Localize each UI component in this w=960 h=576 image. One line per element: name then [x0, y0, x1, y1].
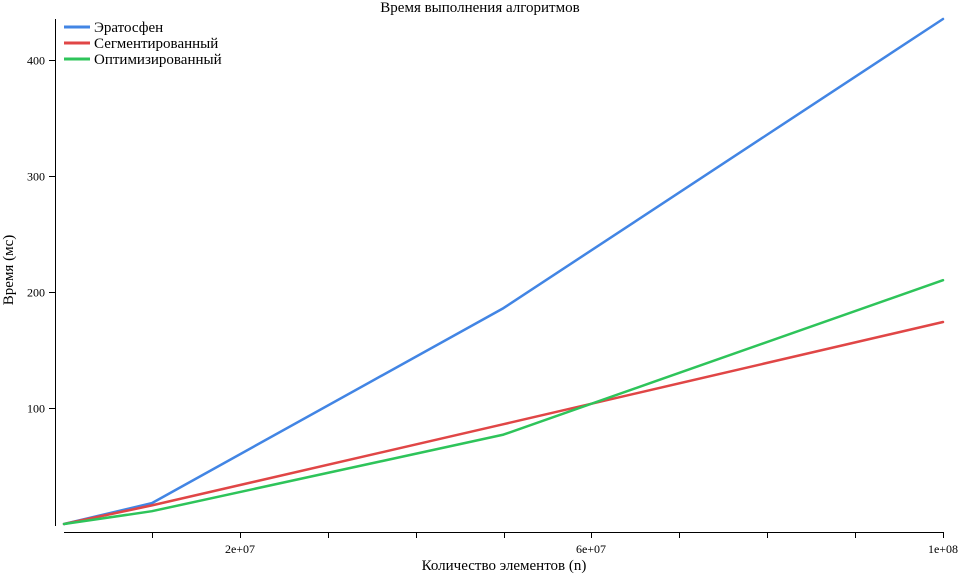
series-line-2	[62, 320, 945, 526]
legend: ЭратосфенСегментированныйОптимизированны…	[64, 20, 222, 68]
y-axis-label: Время (мс)	[1, 235, 17, 305]
legend-label: Эратосфен	[94, 20, 163, 36]
legend-label: Сегментированный	[94, 36, 218, 52]
y-ticks: 100 200 300 400	[27, 54, 56, 416]
axes	[55, 19, 944, 533]
y-tick-label: 200	[27, 286, 45, 300]
chart-title: Время выполнения алгоритмов	[380, 0, 579, 16]
x-axis-label: Количество элементов (n)	[422, 558, 587, 574]
series-layer	[62, 17, 945, 526]
y-tick-label: 300	[27, 170, 45, 184]
x-tick-label: 2e+07	[225, 542, 255, 556]
x-tick-label: 1e+08	[928, 542, 958, 556]
legend-label: Оптимизированный	[94, 52, 222, 68]
x-ticks: 2e+07 6e+07 1e+08	[152, 532, 958, 556]
y-tick-label: 400	[27, 54, 45, 68]
y-tick-label: 100	[27, 402, 45, 416]
series-line-3	[62, 278, 945, 526]
x-tick-label: 6e+07	[576, 542, 606, 556]
series-line-1	[62, 17, 945, 526]
